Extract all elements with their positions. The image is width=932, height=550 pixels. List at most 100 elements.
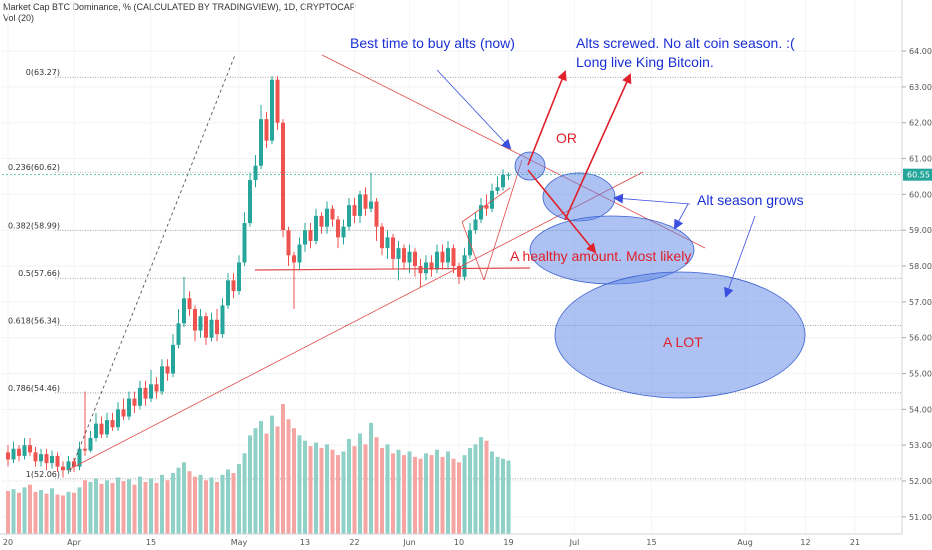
volume-bar bbox=[440, 456, 445, 534]
candle-body bbox=[473, 219, 478, 231]
candle-body bbox=[143, 387, 148, 399]
volume-bar bbox=[336, 455, 340, 534]
volume-bar bbox=[39, 490, 43, 534]
volume-bar bbox=[204, 480, 208, 534]
candle-body bbox=[352, 205, 357, 216]
arrow-up-long bbox=[564, 73, 632, 221]
candle-body bbox=[39, 454, 43, 462]
volume-bar bbox=[220, 474, 225, 534]
candle-body bbox=[275, 79, 280, 123]
volume-bar bbox=[182, 462, 186, 534]
volume-bar bbox=[413, 456, 417, 534]
candle-body bbox=[149, 384, 153, 399]
y-tick-label: 57.00 bbox=[909, 298, 932, 307]
candle-body bbox=[396, 248, 401, 259]
volume-bar bbox=[6, 490, 10, 534]
volume-bar bbox=[72, 492, 76, 534]
volume-bar bbox=[462, 455, 467, 534]
volume-bar bbox=[352, 446, 357, 534]
volume-bar bbox=[495, 456, 500, 534]
candle-body bbox=[132, 398, 137, 406]
candle-body bbox=[127, 398, 131, 417]
volume-bar bbox=[242, 453, 247, 534]
volume-bar bbox=[61, 495, 65, 534]
falling-trendline bbox=[321, 54, 706, 249]
wedge-line-1 bbox=[461, 221, 485, 281]
volume-bar bbox=[275, 426, 280, 534]
volume-bar bbox=[418, 458, 423, 534]
y-tick-label: 55.00 bbox=[909, 370, 932, 379]
candle-body bbox=[237, 262, 241, 292]
volume-bar bbox=[237, 464, 241, 534]
candle-body bbox=[99, 423, 104, 435]
volume-bar bbox=[132, 484, 137, 534]
annotation-healthy: A healthy amount. Most likely bbox=[510, 248, 691, 264]
volume-bar bbox=[77, 487, 82, 534]
candle-body bbox=[501, 174, 505, 188]
annotation-best-time: Best time to buy alts (now) bbox=[350, 35, 515, 51]
volume-bar bbox=[187, 471, 192, 534]
annotations: Best time to buy alts (now) Alts screwed.… bbox=[350, 35, 804, 350]
projection-dashed-line bbox=[69, 54, 236, 473]
trend-drawings bbox=[67, 54, 806, 473]
volume-bar bbox=[231, 473, 236, 534]
volume-bar bbox=[154, 482, 159, 534]
volume-bar bbox=[116, 477, 120, 534]
ellipse-alt-season bbox=[542, 172, 616, 222]
candle-body bbox=[303, 230, 307, 245]
annotation-or: OR bbox=[556, 130, 577, 146]
candle-body bbox=[506, 174, 511, 176]
candle-body bbox=[418, 266, 423, 274]
x-tick-label: 13 bbox=[300, 538, 310, 547]
arrow-a-lot bbox=[724, 215, 756, 298]
candle-body bbox=[407, 251, 412, 263]
volume-bar bbox=[468, 447, 472, 534]
volume-bar bbox=[66, 491, 71, 534]
volume-bar bbox=[391, 453, 395, 534]
fib-label: 1(52.06) bbox=[26, 470, 60, 479]
volume-bar bbox=[253, 428, 258, 534]
candle-body bbox=[259, 119, 263, 166]
candle-body bbox=[435, 251, 439, 270]
x-tick-label: Apr bbox=[67, 538, 82, 547]
volume-bar bbox=[429, 455, 434, 534]
candle-body bbox=[292, 255, 296, 263]
candle-body bbox=[226, 280, 230, 306]
candle-body bbox=[17, 448, 21, 456]
fib-label: 0.786(54.46) bbox=[8, 384, 60, 393]
candle-body bbox=[297, 244, 302, 263]
chart-title: Market Cap BTC Dominance, % (CALCULATED … bbox=[3, 2, 356, 12]
y-tick-label: 58.00 bbox=[909, 262, 932, 271]
candle-body bbox=[330, 208, 335, 220]
candle-body bbox=[281, 122, 285, 231]
x-tick-label: Aug bbox=[737, 538, 753, 547]
x-tick-label: Jul bbox=[569, 538, 580, 547]
candle-body bbox=[495, 187, 500, 191]
volume-bar bbox=[99, 483, 104, 534]
volume-bar bbox=[165, 480, 170, 534]
current-price-badge bbox=[903, 168, 932, 181]
candle-body bbox=[204, 316, 208, 338]
candle-body bbox=[325, 208, 329, 227]
candle-body bbox=[193, 309, 197, 331]
candle-body bbox=[187, 298, 192, 310]
candle-body bbox=[28, 445, 32, 453]
volume-bar bbox=[160, 474, 164, 534]
volume-bar bbox=[385, 444, 390, 534]
arrow-alt-season-down bbox=[674, 203, 689, 230]
candle-body bbox=[457, 266, 461, 277]
y-tick-label: 62.00 bbox=[909, 119, 932, 128]
candle-body bbox=[286, 230, 291, 256]
volume-bar bbox=[374, 437, 379, 534]
candle-body bbox=[424, 262, 428, 274]
candle-body bbox=[50, 455, 54, 464]
candle-body bbox=[176, 323, 181, 345]
volume-bar bbox=[127, 479, 131, 534]
fib-label: 0.382(58.99) bbox=[8, 222, 60, 231]
candle-body bbox=[462, 255, 467, 277]
x-tick-label: Jun bbox=[402, 538, 416, 547]
volume-bar bbox=[297, 435, 302, 534]
volume-bar bbox=[264, 433, 269, 534]
volume-bar bbox=[259, 421, 263, 534]
